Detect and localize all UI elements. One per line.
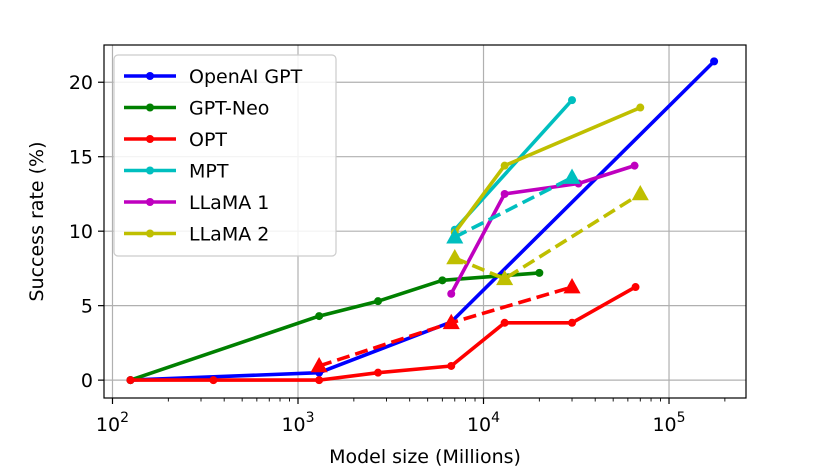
x-tick-base: 10 [467,414,491,436]
series-line [130,285,637,382]
y-axis-label: Success rate (%) [26,141,48,301]
legend-label: GPT-Neo [189,98,269,120]
data-point [126,376,135,385]
y-tick-label: 5 [81,296,93,318]
data-point [438,276,447,285]
x-tick-exponent: 5 [677,410,686,426]
y-tick-label: 20 [69,72,93,94]
data-point [447,289,456,298]
series-mpt-dashed [446,168,581,244]
legend-label: OpenAI GPT [189,66,303,88]
data-point [535,268,544,277]
data-point-triangle [446,248,464,265]
y-tick-label: 10 [69,221,93,243]
data-point [447,361,456,370]
data-point [636,103,645,112]
series-layer [126,57,719,385]
x-tick-label: 104 [467,410,500,436]
data-point [374,297,383,306]
data-point-triangle [442,313,460,330]
data-point [630,161,639,170]
legend-marker [146,229,154,238]
x-axis-label: Model size (Millions) [329,446,521,468]
data-point-triangle [631,184,649,201]
data-point [568,96,577,105]
data-point-triangle [563,168,581,184]
data-point [568,318,577,327]
x-tick-exponent: 4 [491,410,500,426]
legend-marker [146,135,154,143]
x-tick-exponent: 3 [306,410,315,426]
plot-frame [103,44,747,399]
data-point [374,368,383,377]
data-point-triangle [563,278,581,294]
y-tick-label: 15 [69,147,93,169]
series-llama-2-dashed [446,184,649,286]
legend-marker [146,198,154,206]
data-point [209,376,218,385]
legend-box [113,54,337,257]
data-point [500,318,509,327]
series-line [454,192,642,281]
x-tick-base: 10 [652,414,676,436]
data-point [500,189,509,198]
data-point-triangle [310,356,328,373]
series-line [130,60,716,382]
data-point [710,57,719,66]
data-point-triangle [446,228,464,244]
legend: OpenAI GPT GPT-Neo OPT MPT LLaMA 1 LLaMA 2 [113,54,337,257]
legend-label: LLaMA 1 [189,192,269,214]
data-point-triangle [496,269,514,286]
x-tick-exponent: 2 [120,410,129,426]
x-tick-base: 10 [96,414,120,436]
x-tick-label: 102 [96,410,129,436]
y-tick-label: 0 [81,370,93,392]
data-point [631,283,640,292]
x-tick-label: 103 [281,410,314,436]
legend-label: MPT [189,161,229,183]
legend-marker [146,103,154,112]
legend-label: OPT [189,129,227,151]
series-line [449,163,636,295]
x-tick-base: 10 [281,414,305,436]
series-line [129,271,540,382]
series-opt [126,283,640,385]
series-line [453,175,573,239]
legend-marker [146,166,154,175]
x-tick-label: 105 [652,410,685,436]
legend-label: LLaMA 2 [189,224,269,246]
legend-marker [146,72,154,80]
data-point [315,376,324,385]
series-opt-dashed [310,278,581,373]
data-point [500,161,509,170]
data-point [315,312,324,321]
